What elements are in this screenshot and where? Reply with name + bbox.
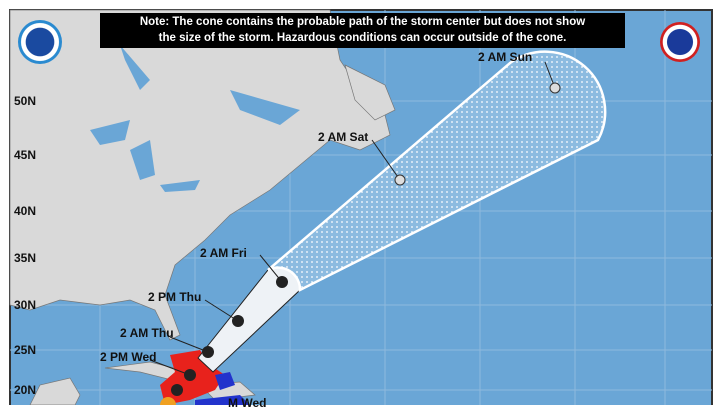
storm-markers bbox=[171, 82, 561, 396]
lat-label-35n: 35N bbox=[14, 251, 37, 265]
forecast-label-wed-pm: 2 PM Wed bbox=[100, 350, 157, 364]
nws-logo bbox=[660, 22, 700, 62]
forecast-label-thu-pm: 2 PM Thu bbox=[148, 290, 202, 304]
lat-label-25n: 25N bbox=[14, 343, 37, 357]
note-line-2: the size of the storm. Hazardous conditi… bbox=[158, 32, 567, 44]
forecast-label-thu-am: 2 AM Thu bbox=[120, 326, 174, 340]
lat-label-50n: 50N bbox=[14, 94, 37, 108]
cone-disclaimer: Note: The cone contains the probable pat… bbox=[100, 13, 625, 48]
cone-extended bbox=[267, 50, 607, 293]
forecast-label-wed-am: M Wed bbox=[228, 396, 267, 410]
lat-label-45n: 45N bbox=[14, 148, 37, 162]
lakes bbox=[90, 45, 300, 192]
noaa-logo bbox=[18, 20, 62, 64]
forecast-label-fri: 2 AM Fri bbox=[200, 246, 247, 260]
note-line-1: Note: The cone contains the probable pat… bbox=[139, 16, 586, 28]
lat-label-30n: 30N bbox=[14, 298, 37, 312]
forecast-label-sat: 2 AM Sat bbox=[318, 130, 369, 144]
lat-label-40n: 40N bbox=[14, 204, 37, 218]
lat-label-20n: 20N bbox=[14, 383, 37, 397]
forecast-label-sun: 2 AM Sun bbox=[478, 50, 533, 64]
